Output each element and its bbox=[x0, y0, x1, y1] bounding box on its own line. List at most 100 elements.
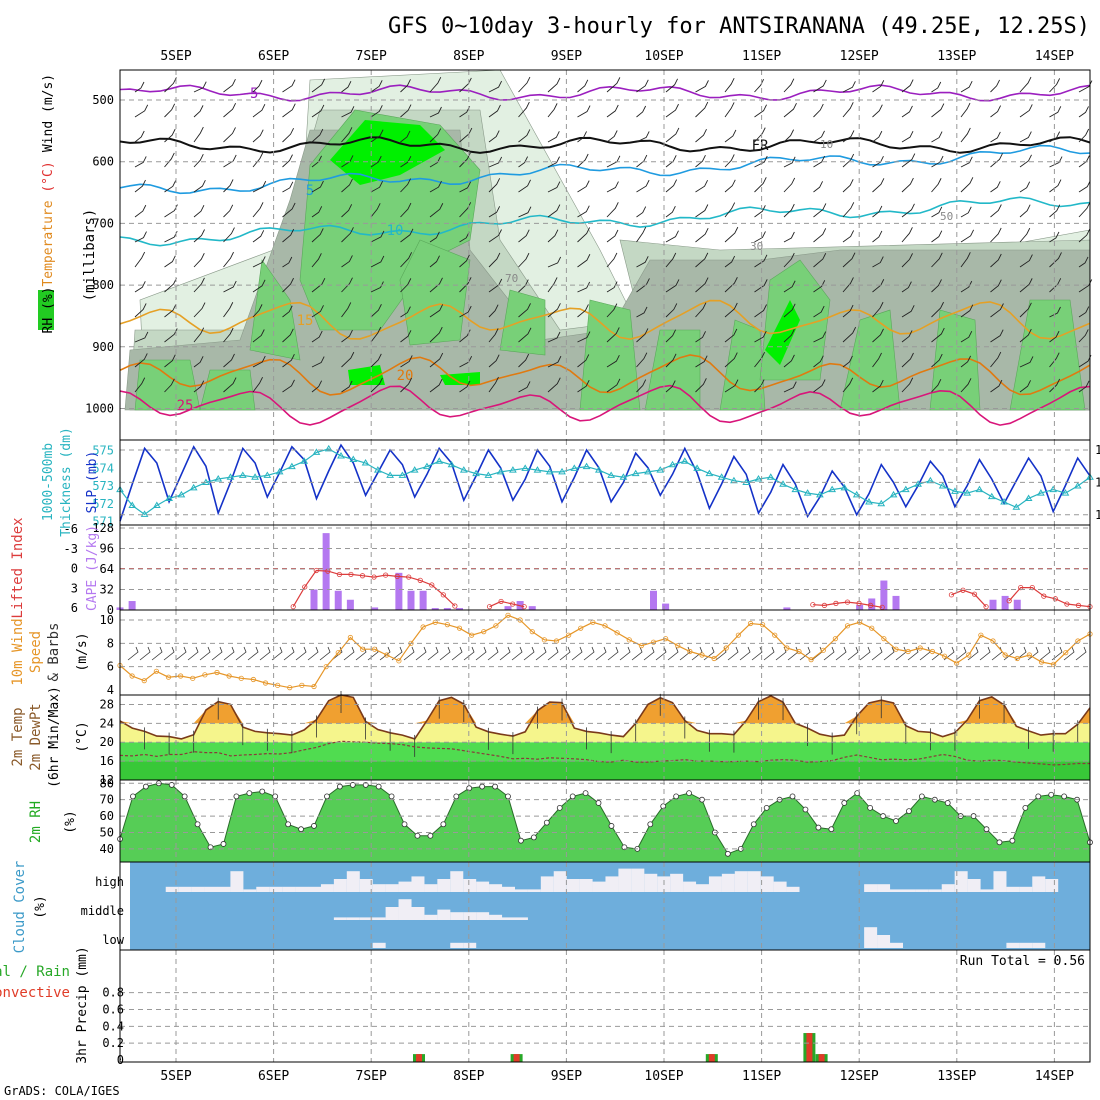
wind-barb bbox=[370, 105, 383, 118]
wind-barb bbox=[577, 131, 587, 143]
wind-barb bbox=[400, 377, 412, 393]
wind-barb bbox=[577, 153, 589, 168]
rh-point bbox=[246, 790, 253, 797]
cloud-cover-bar bbox=[915, 889, 929, 892]
wind-barb bbox=[695, 331, 706, 343]
surface-wind-barb bbox=[511, 646, 523, 661]
rh-green-region bbox=[499, 289, 546, 356]
rh-point bbox=[259, 788, 266, 795]
rh-tick-label: 60 bbox=[100, 809, 114, 823]
wind-barb bbox=[282, 305, 293, 318]
wind-barb bbox=[724, 154, 735, 168]
cloud-cover-bar bbox=[450, 942, 464, 948]
wind-barb bbox=[1078, 256, 1089, 268]
wind-barb bbox=[282, 379, 295, 393]
cloud-cover-bar bbox=[864, 884, 878, 892]
surface-wind-barb bbox=[235, 646, 247, 661]
wind-barb bbox=[695, 154, 706, 168]
pressure-tick-label: 900 bbox=[92, 340, 114, 354]
rh-point bbox=[220, 841, 227, 847]
wind-barb bbox=[1078, 180, 1091, 193]
surface-wind-barb bbox=[427, 646, 439, 661]
wind-barb bbox=[1049, 179, 1062, 193]
rh-point bbox=[944, 800, 951, 806]
rh-point bbox=[336, 783, 343, 790]
cape-bar bbox=[395, 572, 403, 610]
wind-barb bbox=[164, 77, 177, 93]
surface-wind-barb bbox=[523, 646, 535, 661]
wind-barb bbox=[783, 328, 795, 343]
surface-wind-barb bbox=[199, 646, 211, 661]
surface-wind-barb bbox=[247, 646, 259, 661]
isotherm-label: 10 bbox=[387, 223, 404, 239]
rh-point bbox=[893, 818, 899, 824]
rh-area-band bbox=[120, 783, 1090, 862]
cloud-cover-bar bbox=[398, 881, 412, 892]
wind-ylabel-1: 10m Wind bbox=[10, 618, 26, 685]
wind-speed-point bbox=[505, 612, 511, 618]
cape-ylabel: CAPE (J/kg) bbox=[85, 525, 100, 611]
wind-barb bbox=[577, 331, 591, 343]
wind-barb bbox=[606, 378, 621, 393]
wind-barb bbox=[547, 103, 558, 118]
wind-barb bbox=[341, 155, 354, 168]
isotherm-label: 15 bbox=[297, 313, 314, 329]
wind-barb bbox=[547, 131, 560, 143]
wind-barb bbox=[547, 181, 561, 193]
wind-barb bbox=[252, 129, 264, 143]
wind-barb bbox=[459, 254, 470, 268]
surface-wind-barb bbox=[175, 646, 187, 661]
cloud-cover-bar bbox=[902, 889, 916, 892]
wind-barb bbox=[606, 181, 619, 193]
wind-barb bbox=[488, 206, 501, 218]
wind-barb bbox=[164, 128, 176, 143]
wind-barb bbox=[223, 280, 237, 293]
wind-barb bbox=[282, 328, 294, 343]
wind-barb bbox=[164, 378, 175, 393]
wind-barb bbox=[754, 330, 767, 343]
wind-speed-point bbox=[299, 682, 305, 688]
wind-barb bbox=[931, 131, 943, 143]
upper-air-legend-label: RH (%) bbox=[41, 287, 56, 334]
lifted-tick-label: -6 bbox=[64, 522, 78, 536]
wind-speed-point bbox=[178, 673, 184, 679]
wind-barb bbox=[488, 328, 499, 343]
wind-barb bbox=[488, 178, 501, 193]
wind-barb bbox=[311, 356, 325, 368]
surface-wind-barb bbox=[859, 646, 871, 661]
wind-barb bbox=[813, 103, 824, 118]
rh-point bbox=[388, 793, 395, 800]
cape-bar bbox=[407, 590, 415, 610]
wind-barb bbox=[341, 127, 353, 143]
wind-barb bbox=[1019, 328, 1032, 343]
wind-barb bbox=[134, 281, 146, 293]
lifted-index-point bbox=[1006, 598, 1012, 604]
cape-bar bbox=[880, 580, 888, 610]
thickness-point bbox=[533, 466, 542, 473]
temp-area-warm bbox=[120, 695, 1090, 724]
slp-ylabel: SLP (mb) bbox=[85, 451, 100, 514]
wind-barb bbox=[901, 177, 914, 193]
wind-barb bbox=[724, 179, 736, 193]
wind-speed-point bbox=[602, 623, 608, 629]
lifted-index-point bbox=[440, 592, 446, 598]
wind-barb bbox=[134, 156, 147, 168]
wind-barb bbox=[459, 181, 472, 193]
date-tick-top: 10SEP bbox=[644, 49, 683, 64]
cape-bar bbox=[1001, 595, 1009, 610]
wind-barb bbox=[754, 127, 766, 143]
thickness-point bbox=[840, 483, 849, 491]
lifted-tick-label: 6 bbox=[71, 601, 78, 615]
wind-speed-point bbox=[165, 674, 172, 680]
isotherm-line bbox=[120, 144, 1090, 195]
wind-speed-point bbox=[456, 625, 463, 631]
cape-bar bbox=[443, 608, 451, 610]
wind-barb bbox=[459, 202, 472, 218]
rh-green-region bbox=[134, 359, 201, 411]
wind-barb bbox=[695, 378, 707, 393]
isotherm-line bbox=[120, 354, 1090, 396]
wind-barb bbox=[547, 229, 559, 243]
wind-barb bbox=[606, 303, 618, 318]
wind-barb bbox=[193, 105, 204, 118]
wind-speed-point bbox=[359, 646, 366, 652]
